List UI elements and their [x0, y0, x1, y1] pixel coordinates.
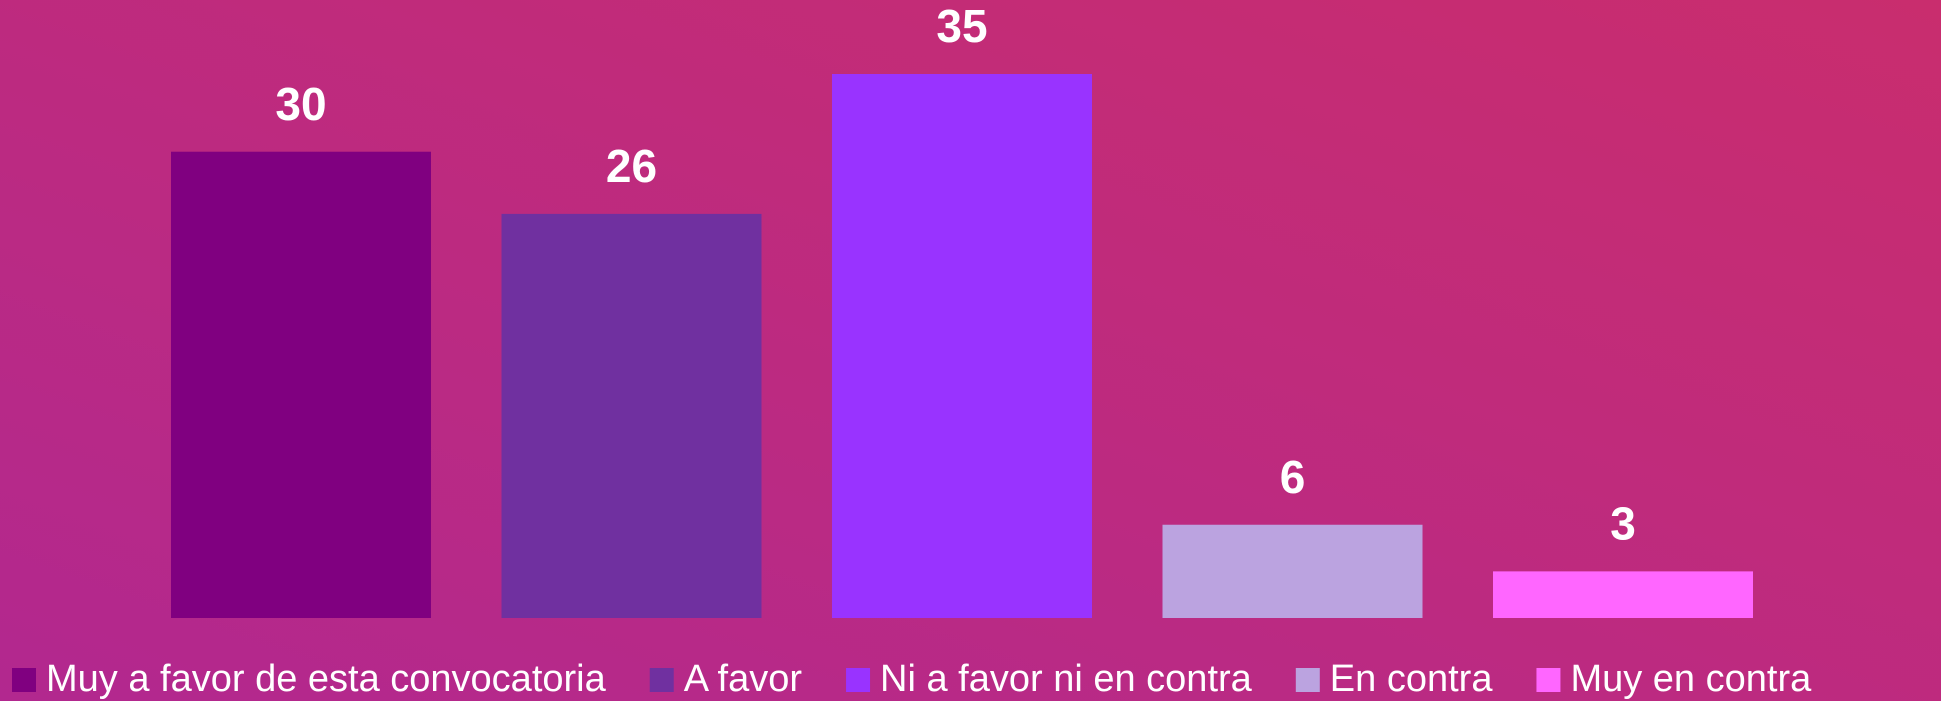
data-label: 30	[275, 78, 326, 130]
data-label: 35	[936, 0, 987, 52]
bar	[832, 74, 1092, 618]
legend-label: Muy a favor de esta convocatoria	[46, 658, 607, 700]
legend-label: A favor	[684, 658, 803, 700]
bar	[171, 151, 431, 618]
legend-swatch	[1536, 668, 1561, 692]
legend-swatch	[1295, 668, 1320, 692]
legend-label: Muy en contra	[1570, 658, 1812, 700]
bar	[1493, 571, 1753, 618]
legend-swatch	[846, 668, 871, 692]
data-label: 3	[1610, 498, 1636, 550]
bar	[501, 213, 762, 618]
legend-label: En contra	[1330, 658, 1494, 700]
legend-label: Ni a favor ni en contra	[880, 658, 1253, 700]
legend-swatch	[12, 668, 36, 692]
legend-swatch	[649, 668, 674, 692]
data-label: 6	[1280, 451, 1306, 503]
bar	[1162, 524, 1423, 618]
data-label: 26	[606, 140, 657, 192]
